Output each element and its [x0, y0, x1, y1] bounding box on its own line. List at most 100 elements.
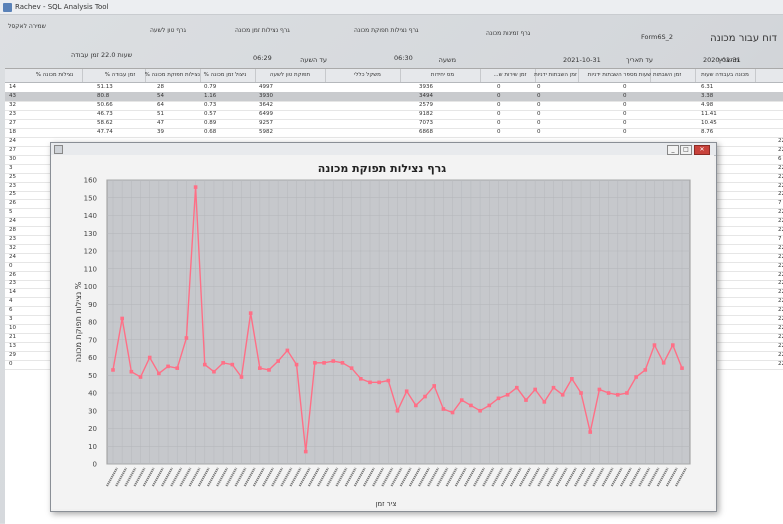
table-cell: 0 [537, 120, 541, 126]
x-tick-label [317, 467, 330, 487]
to-date-value[interactable]: 2021-10-31 [563, 56, 601, 64]
table-cell: 4.98 [701, 102, 714, 108]
table-cell: 3642 [259, 102, 273, 108]
data-point [432, 384, 437, 388]
table-cell: 5982 [259, 129, 273, 135]
x-tick-label [574, 467, 587, 487]
table-cell: 24 [9, 218, 16, 225]
y-tick-label: 80 [88, 319, 97, 327]
chart-window-icon [54, 145, 63, 154]
column-header[interactable]: תפוקת טון לשעה [255, 69, 326, 82]
availability-graph-button[interactable]: גרף זמינות מכונה [486, 30, 531, 37]
table-cell: 22 [778, 316, 783, 322]
table-cell: 0.73 [204, 102, 217, 108]
column-header[interactable]: מס יחידות [405, 69, 481, 82]
table-cell: 11.41 [701, 111, 717, 117]
x-tick-label [519, 467, 531, 487]
data-point [661, 361, 666, 365]
table-cell: 32 [9, 244, 16, 251]
x-tick-label [473, 467, 486, 487]
table-row[interactable]: 18 47.74 39 0.68 5982 6868 0 0 0 8.76 [5, 128, 783, 138]
data-point [313, 361, 317, 365]
column-header[interactable]: זמן עבודה % [95, 69, 146, 82]
x-tick-label [142, 467, 155, 487]
y-axis-label: % נצילות תפוקת מכונה [74, 281, 83, 362]
data-point [625, 391, 629, 395]
data-point [643, 368, 648, 372]
minimize-button[interactable]: _ [667, 145, 679, 155]
table-cell: 22 [778, 333, 783, 340]
table-cell: 22 [778, 280, 783, 287]
efficiency-graph-button[interactable]: גרף נצילות תפוקת מכונה [354, 27, 419, 34]
table-cell: 22 [778, 146, 783, 153]
throughput-graph-button[interactable]: גרף טון לשעה [150, 27, 187, 34]
data-point [331, 359, 336, 363]
table-cell: 22 [778, 253, 783, 260]
column-header[interactable]: מכונה בעבודה שעות [695, 69, 756, 82]
chart-title: גרף נצילות תפוקת מכונה [318, 162, 447, 175]
data-point [634, 375, 638, 379]
table-cell: 0 [497, 93, 501, 99]
save-excel-button[interactable]: שמירה לאקסל [8, 23, 46, 30]
table-cell: 0.68 [204, 129, 217, 135]
x-tick-label [289, 467, 302, 487]
table-row[interactable]: 43 80.8 54 1.16 3930 3494 0 0 0 3.38 [5, 92, 783, 102]
data-point [524, 398, 528, 402]
from-time-value[interactable]: 06:30 [394, 54, 413, 62]
time-util-graph-button[interactable]: גרף נצילות זמן מכונה [235, 27, 290, 34]
from-time-label: משעה [438, 56, 456, 64]
table-cell: 0 [623, 129, 627, 135]
efficiency-chart: 0 10 20 30 40 50 60 70 80 90 100 110 120 130 140 150 160… [51, 155, 714, 509]
column-header[interactable]: זמן שירות ש... [485, 69, 536, 82]
table-row[interactable]: 27 58.62 47 0.89 9257 7073 0 0 0 10.45 [5, 119, 783, 129]
table-cell: 22 [778, 173, 783, 180]
table-cell: 23 [9, 111, 16, 117]
machine-field[interactable]: Form6S_2 [641, 33, 674, 41]
table-row[interactable]: 23 46.73 51 0.57 6499 9182 0 0 0 11.41 [5, 110, 783, 120]
column-header[interactable]: מספר השבתות ידניות [575, 69, 651, 82]
table-cell: 3930 [259, 93, 273, 99]
column-header[interactable]: זמן השבתות שעות [625, 69, 696, 82]
table-row[interactable]: 32 50.66 64 0.73 3642 2579 0 0 0 4.98 [5, 101, 783, 111]
table-cell: 58.62 [97, 120, 113, 126]
y-tick-label: 100 [84, 283, 97, 291]
from-date-value[interactable]: 2020-01-31 [703, 56, 741, 64]
column-header[interactable]: נצילות תפוקת מכונה % [145, 69, 201, 82]
column-header[interactable]: ניצול זמן מכונה % [195, 69, 256, 82]
column-header[interactable]: נצילות מכונה % [27, 69, 83, 82]
table-cell: 0 [497, 120, 501, 126]
table-cell: 6499 [259, 111, 273, 117]
close-button[interactable]: ✕ [694, 145, 710, 155]
table-cell: 0 [623, 120, 627, 126]
column-header[interactable]: משקל כללי [335, 69, 401, 82]
data-point [395, 408, 400, 413]
table-cell: 27 [9, 120, 16, 126]
y-tick-label: 40 [88, 390, 97, 398]
data-point [285, 348, 290, 353]
chart-window[interactable]: _ □ ✕ 0 10 20 30 40 50 60 70 80 90 100 110 120 130 140… [50, 142, 717, 512]
x-tick-label [647, 467, 660, 487]
table-cell: 22 [778, 271, 783, 278]
table-cell: 51.13 [97, 84, 113, 90]
x-tick-label [418, 467, 430, 487]
data-point [579, 391, 583, 395]
x-tick-label [619, 467, 632, 487]
table-cell: 28 [157, 84, 164, 90]
table-cell: 6 [9, 307, 13, 314]
x-axis-label: ציר זמן [376, 500, 397, 508]
y-tick-label: 130 [84, 230, 97, 238]
data-point [570, 377, 574, 381]
maximize-button[interactable]: □ [680, 145, 692, 155]
x-tick-label [399, 467, 412, 487]
table-cell: 0 [537, 102, 541, 108]
table-cell: 22 [778, 262, 783, 269]
work-time-value[interactable]: 22.0 [100, 51, 116, 59]
table-cell: 3494 [419, 93, 433, 99]
to-time-value[interactable]: 06:29 [253, 54, 272, 62]
table-cell: 22 [778, 138, 783, 144]
y-tick-label: 140 [84, 212, 97, 220]
table-cell: 10.45 [701, 120, 717, 126]
column-header[interactable]: זמן השבתות ידניות [533, 69, 579, 82]
table-cell: 0 [497, 129, 501, 135]
data-point [533, 387, 537, 392]
